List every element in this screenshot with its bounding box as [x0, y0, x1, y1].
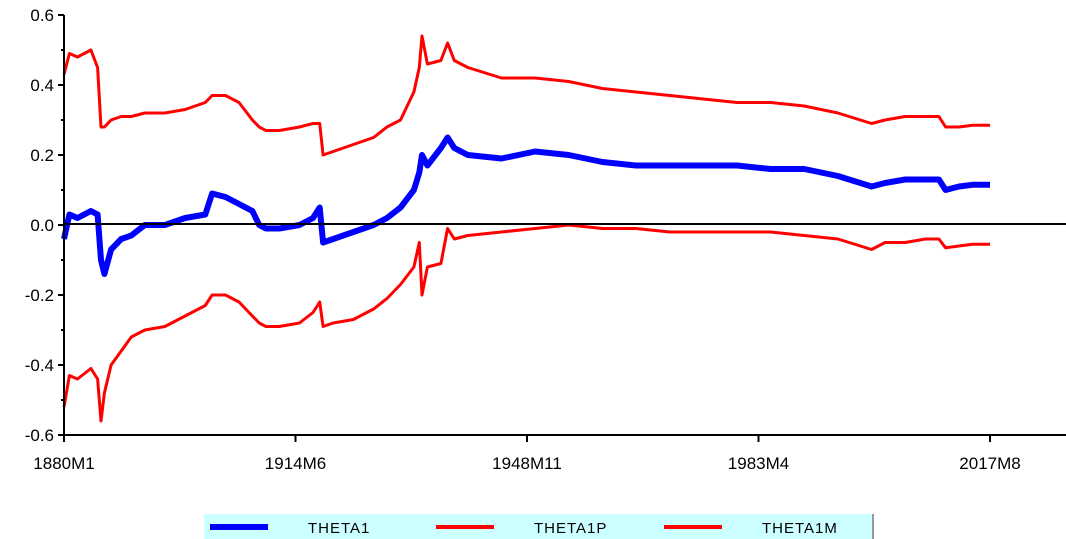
- y-tick-label: -0.2: [25, 286, 54, 305]
- y-tick-label: 0.2: [30, 146, 54, 165]
- y-ticks-group: 0.6 0.4 0.2 0.0 -0.2 -0.4 -0.6: [25, 6, 64, 445]
- legend: THETA1 THETA1P THETA1M: [204, 514, 874, 539]
- y-tick-label: 0.6: [30, 6, 54, 25]
- x-tick-label: 1880M1: [33, 454, 94, 473]
- legend-label-theta1: THETA1: [308, 520, 370, 537]
- series-line-theta1p: [62, 34, 990, 157]
- x-tick-label: 1983M4: [728, 454, 789, 473]
- legend-box: [204, 514, 874, 539]
- y-tick-label: 0.4: [30, 76, 54, 95]
- x-tick-label: 1914M6: [265, 454, 326, 473]
- y-tick-label: -0.6: [25, 426, 54, 445]
- x-tick-label: 2017M8: [959, 454, 1020, 473]
- axes-group: [63, 15, 1066, 436]
- y-tick-label: 0.0: [30, 216, 54, 235]
- series-line-theta1m: [62, 223, 990, 423]
- legend-items: THETA1 THETA1P THETA1M: [210, 520, 838, 537]
- legend-label-theta1p: THETA1P: [534, 520, 607, 537]
- x-tick-label: 1948M11: [492, 454, 562, 473]
- y-tick-label: -0.4: [25, 356, 54, 375]
- legend-label-theta1m: THETA1M: [762, 520, 838, 537]
- x-ticks-group: 1880M1 1914M6 1948M11 1983M4 2017M8: [33, 435, 1021, 473]
- plot-series-group: [61, 34, 990, 423]
- series-line-theta1: [61, 134, 990, 277]
